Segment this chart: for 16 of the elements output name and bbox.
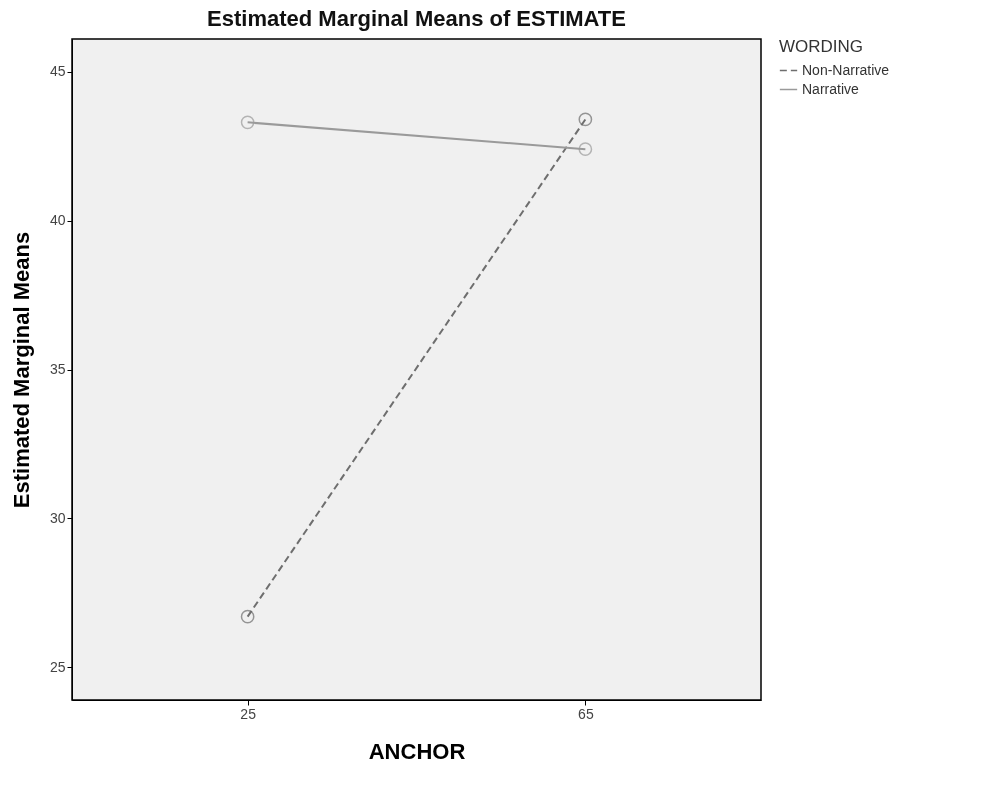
point — [578, 142, 593, 157]
y-tick-label: 40 — [49, 212, 66, 229]
point — [240, 115, 255, 130]
point — [578, 112, 593, 127]
x-tick-label: 65 — [578, 705, 594, 722]
y-tick-label: 25 — [49, 658, 66, 675]
y-tick-label: 30 — [49, 509, 66, 526]
x-axis-title: ANCHOR — [368, 738, 466, 764]
y-tick-label: 45 — [49, 63, 66, 80]
legend-label: Non-Narrative — [802, 61, 890, 78]
legend-label: Narrative — [802, 80, 860, 97]
chart-title: Estimated Marginal Means of ESTIMATE — [207, 6, 626, 31]
y-tick-label: 35 — [49, 361, 66, 377]
legend-title: WORDING — [779, 37, 864, 56]
y-axis-title: Estimated Marginal Means — [8, 231, 34, 509]
point — [240, 609, 255, 624]
